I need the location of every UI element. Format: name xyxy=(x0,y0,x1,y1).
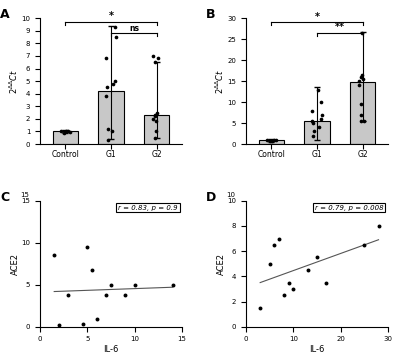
Point xyxy=(65,292,72,298)
Point xyxy=(375,223,382,229)
Point xyxy=(104,85,110,90)
Text: *: * xyxy=(314,12,320,22)
Point xyxy=(94,316,100,322)
Point xyxy=(357,112,364,118)
Point xyxy=(151,59,158,65)
Point xyxy=(360,76,366,82)
Point xyxy=(271,242,278,248)
Point xyxy=(152,135,158,141)
Point xyxy=(58,129,65,134)
Point xyxy=(310,133,317,139)
Text: **: ** xyxy=(335,22,345,32)
Point xyxy=(112,24,118,30)
Point xyxy=(155,56,161,61)
Text: *: * xyxy=(108,11,114,21)
Point xyxy=(273,138,279,143)
Text: ns: ns xyxy=(129,24,139,33)
Y-axis label: $2^{\Delta\Delta}Ct$: $2^{\Delta\Delta}Ct$ xyxy=(214,69,226,94)
Point xyxy=(323,280,330,286)
Point xyxy=(105,138,111,143)
Bar xyxy=(98,91,124,144)
Bar xyxy=(304,121,330,144)
Point xyxy=(80,321,86,327)
Text: 15: 15 xyxy=(20,192,29,198)
Point xyxy=(359,72,365,78)
Point xyxy=(310,120,316,126)
Point xyxy=(151,112,158,118)
Point xyxy=(150,53,156,59)
Point xyxy=(169,282,176,287)
Point xyxy=(152,114,158,119)
Point xyxy=(266,138,273,144)
Point xyxy=(56,322,62,328)
Point xyxy=(104,126,111,132)
Text: A: A xyxy=(0,8,10,21)
Point xyxy=(264,137,270,143)
Point xyxy=(315,87,321,93)
Point xyxy=(357,101,364,107)
Text: 10: 10 xyxy=(226,192,235,198)
Point xyxy=(276,236,282,241)
Point xyxy=(356,82,362,88)
Point xyxy=(51,252,58,258)
Point xyxy=(257,305,263,311)
Point xyxy=(103,93,109,99)
Point xyxy=(359,30,366,36)
Point xyxy=(102,56,109,61)
Point xyxy=(290,286,296,292)
Point xyxy=(112,78,118,84)
Point xyxy=(154,110,160,115)
Text: r = 0.79, p = 0.008: r = 0.79, p = 0.008 xyxy=(315,204,384,211)
X-axis label: IL-6: IL-6 xyxy=(309,345,325,354)
Y-axis label: ACE2: ACE2 xyxy=(217,253,226,275)
Text: B: B xyxy=(206,8,216,21)
Point xyxy=(314,254,320,260)
Point xyxy=(309,107,315,113)
Point xyxy=(270,137,277,143)
Point xyxy=(122,292,128,298)
Point xyxy=(103,292,110,298)
Y-axis label: ACE2: ACE2 xyxy=(11,253,20,275)
Point xyxy=(266,261,273,267)
Point xyxy=(84,244,90,250)
Bar xyxy=(258,140,284,144)
X-axis label: IL-6: IL-6 xyxy=(103,345,119,354)
Point xyxy=(318,116,324,122)
Point xyxy=(64,128,71,134)
Point xyxy=(358,118,364,124)
Point xyxy=(285,280,292,286)
Text: r = 0.83, p = 0.9: r = 0.83, p = 0.9 xyxy=(118,204,178,211)
Bar xyxy=(350,82,375,144)
Point xyxy=(319,112,325,118)
Point xyxy=(153,118,159,124)
Point xyxy=(113,34,119,40)
Point xyxy=(61,130,67,136)
Bar xyxy=(53,131,78,144)
Text: C: C xyxy=(0,191,9,204)
Point xyxy=(89,267,95,273)
Point xyxy=(361,242,368,248)
Y-axis label: $2^{\Delta\Delta}Ct$: $2^{\Delta\Delta}Ct$ xyxy=(8,69,20,94)
Point xyxy=(356,78,362,84)
Point xyxy=(311,129,317,134)
Point xyxy=(110,81,116,86)
Point xyxy=(153,129,160,134)
Point xyxy=(67,129,73,135)
Point xyxy=(281,292,287,298)
Point xyxy=(63,129,70,134)
Point xyxy=(108,282,114,287)
Point xyxy=(316,125,322,130)
Point xyxy=(150,116,156,122)
Point xyxy=(109,129,115,134)
Point xyxy=(318,99,324,105)
Point xyxy=(358,74,364,80)
Text: D: D xyxy=(206,191,216,204)
Bar xyxy=(144,115,170,144)
Point xyxy=(308,118,315,124)
Point xyxy=(269,138,276,143)
Point xyxy=(304,267,311,273)
Point xyxy=(361,118,367,124)
Point xyxy=(132,282,138,287)
